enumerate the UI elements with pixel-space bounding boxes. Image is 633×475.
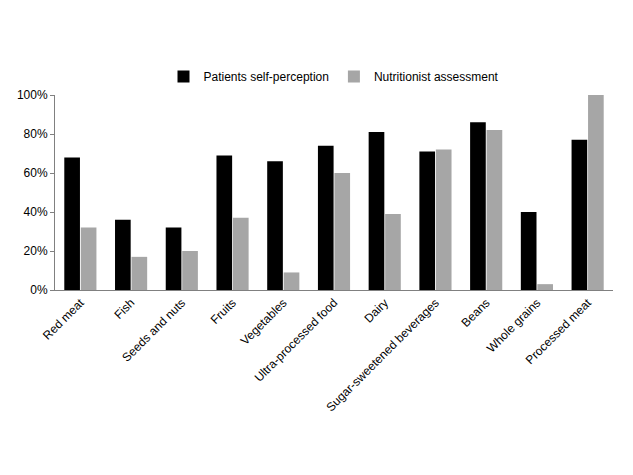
svg-text:Seeds and nuts: Seeds and nuts — [119, 296, 188, 365]
svg-text:Ultra-processed food: Ultra-processed food — [252, 296, 341, 385]
svg-text:0%: 0% — [30, 283, 48, 297]
svg-text:Red meat: Red meat — [40, 295, 87, 342]
svg-text:80%: 80% — [24, 127, 48, 141]
svg-text:Whole grains: Whole grains — [484, 296, 543, 355]
svg-text:Fruits: Fruits — [208, 296, 239, 327]
svg-text:20%: 20% — [24, 244, 48, 258]
svg-text:Vegetables: Vegetables — [238, 296, 290, 348]
svg-text:40%: 40% — [24, 205, 48, 219]
svg-text:Processed meat: Processed meat — [523, 295, 595, 367]
svg-text:Patients self-perception: Patients self-perception — [204, 70, 329, 84]
svg-text:Fish: Fish — [112, 296, 138, 322]
svg-text:Dairy: Dairy — [361, 296, 391, 326]
svg-text:Beans: Beans — [459, 296, 493, 330]
svg-text:Nutritionist assessment: Nutritionist assessment — [374, 70, 499, 84]
svg-text:60%: 60% — [24, 166, 48, 180]
svg-text:100%: 100% — [17, 88, 48, 102]
svg-text:Sugar-sweetened beverages: Sugar-sweetened beverages — [323, 296, 441, 414]
